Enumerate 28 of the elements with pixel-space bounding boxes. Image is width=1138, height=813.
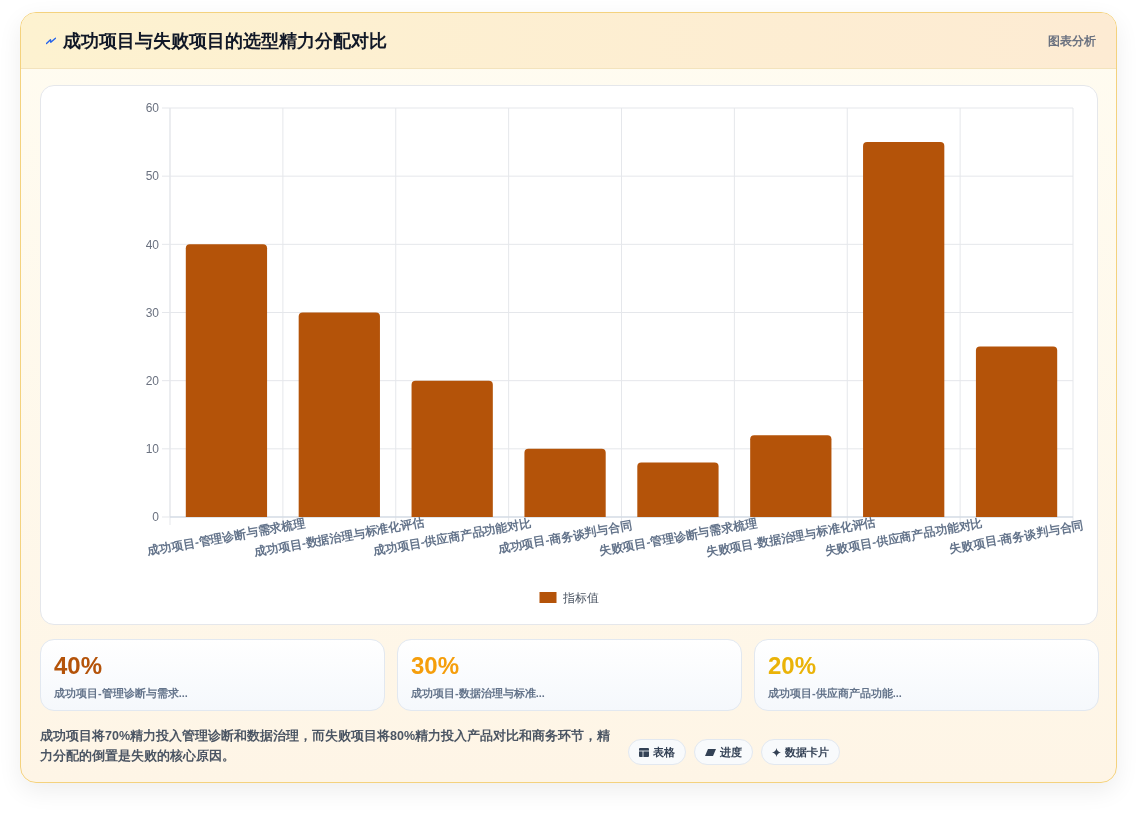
text: 成功项目-管理诊断与需求... xyxy=(54,686,188,701)
bar xyxy=(863,142,945,517)
text: 数据卡片 xyxy=(785,744,829,760)
text: 进度 xyxy=(720,744,742,760)
bar xyxy=(185,244,268,517)
text: 30% xyxy=(411,652,460,680)
text: 图表分析 xyxy=(1048,33,1096,50)
y-tick-label: 20 xyxy=(145,373,160,388)
bar xyxy=(298,312,380,517)
bar xyxy=(411,380,493,517)
text: 成功项目-数据治理与标准... xyxy=(411,686,545,701)
text: 表格 xyxy=(653,744,675,760)
text: 成功项目-供应商产品功能... xyxy=(768,686,902,701)
y-tick-label: 50 xyxy=(145,169,160,184)
y-tick-label: 60 xyxy=(145,101,160,116)
text: 成功项目将70%精力投入管理诊断和数据治理，而失败项目将80%精力投入产品对比和商务环节，精力分配的倒置是失败的核心原因。 xyxy=(40,728,612,765)
chart-title: 成功项目与失败项目的选型精力分配对比 xyxy=(63,30,387,53)
y-tick-label: 10 xyxy=(145,442,160,457)
legend-label: 指标值 xyxy=(561,590,599,605)
text: 20% xyxy=(768,652,817,680)
y-tick-label: 30 xyxy=(145,305,160,320)
bar xyxy=(524,448,606,517)
y-tick-label: 40 xyxy=(145,237,160,252)
y-tick-label: 0 xyxy=(152,510,160,525)
bar xyxy=(975,346,1058,517)
bar xyxy=(637,462,719,517)
text: 40% xyxy=(54,652,103,680)
bar xyxy=(750,435,832,517)
